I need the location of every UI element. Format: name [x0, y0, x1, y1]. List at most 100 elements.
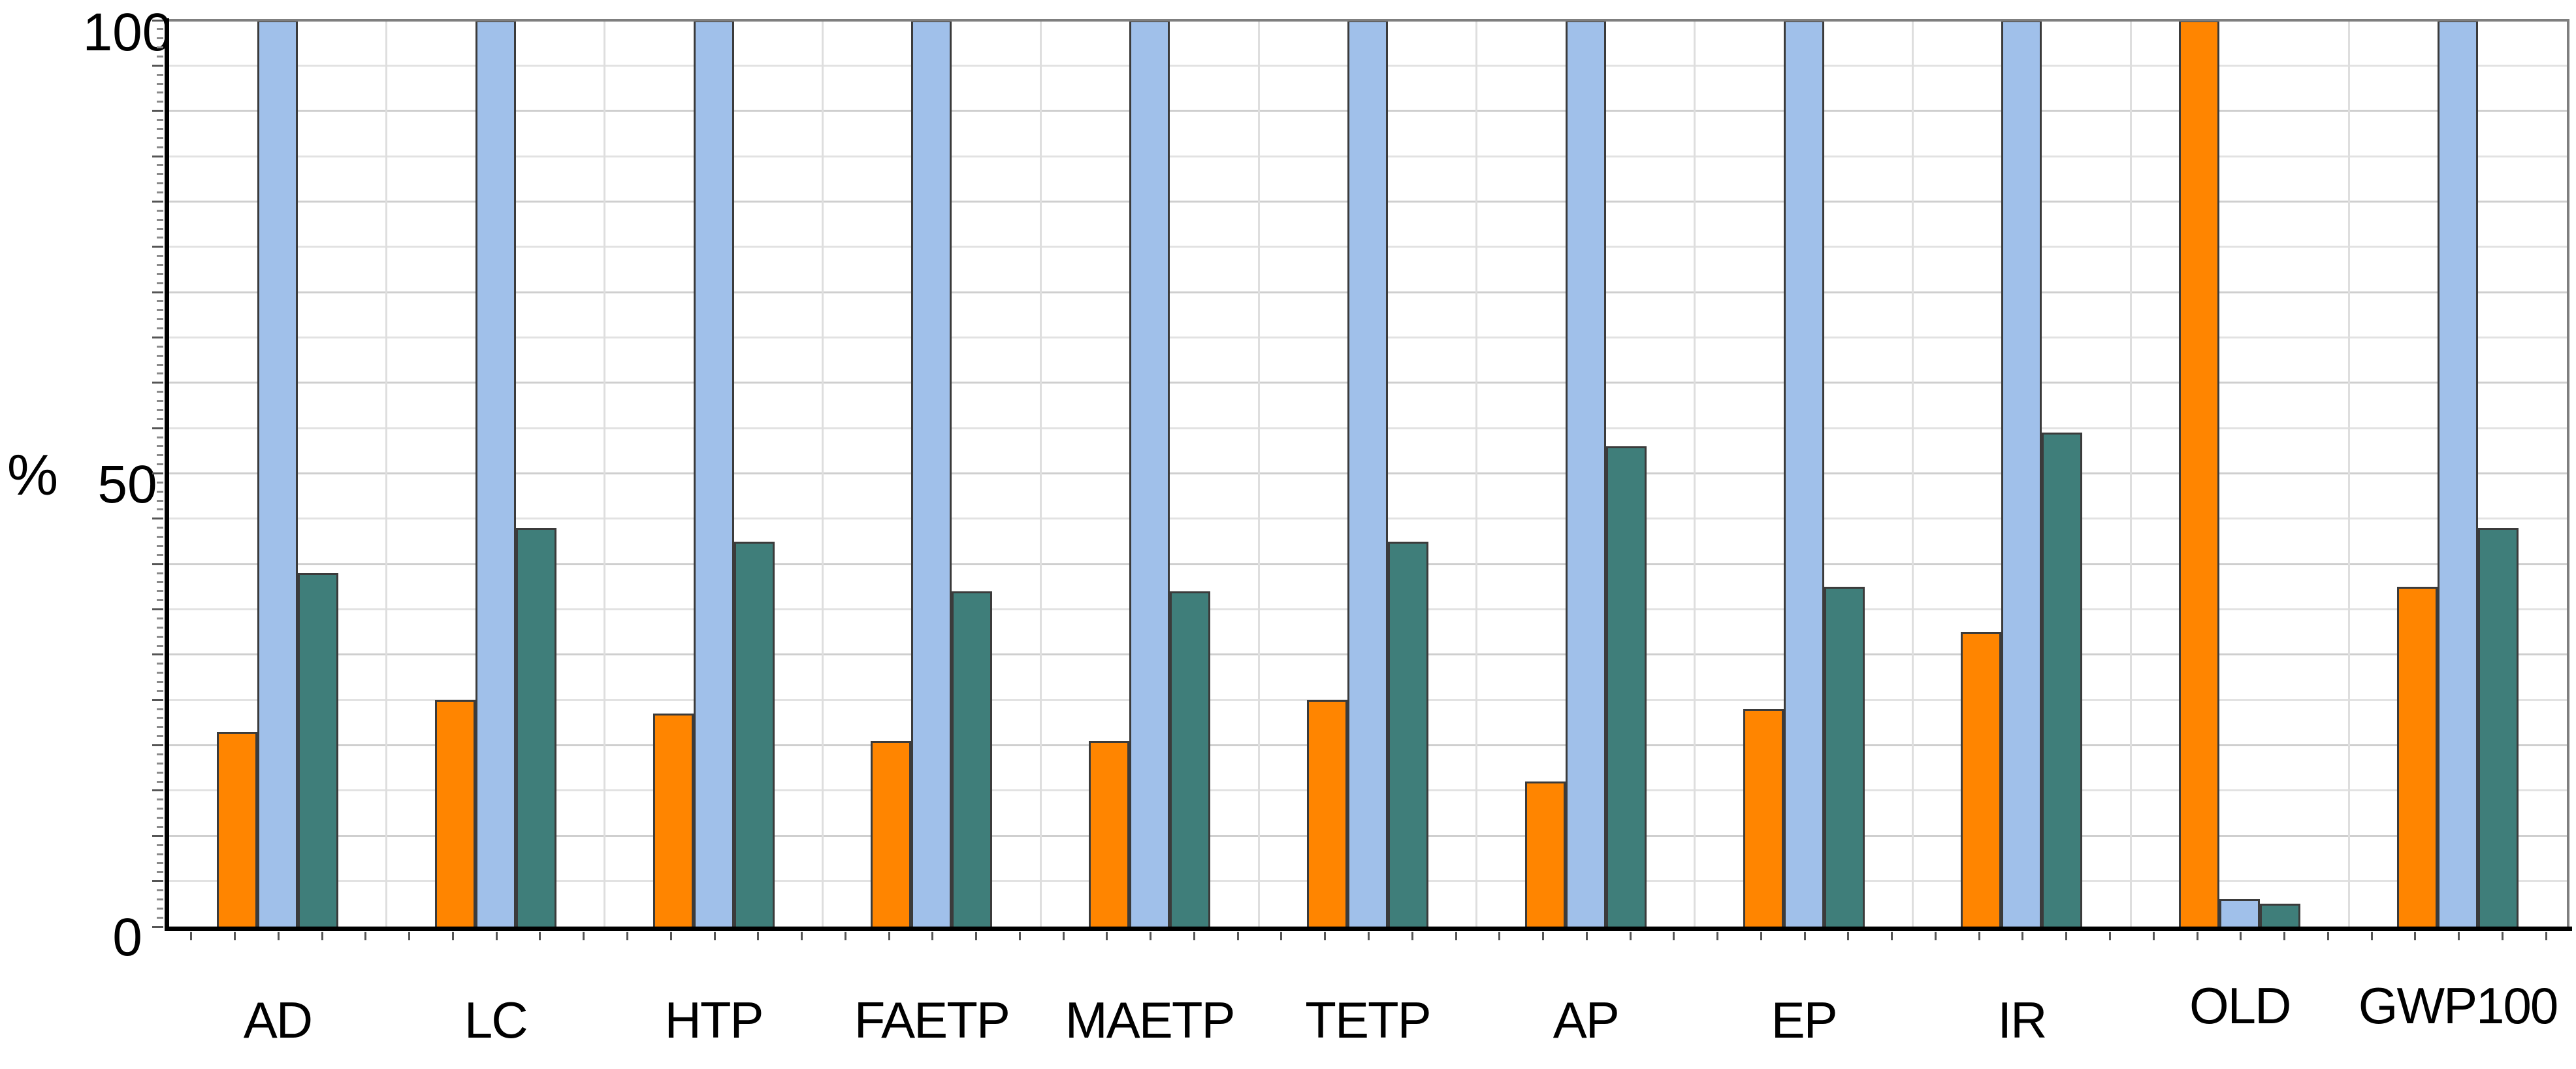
y-tick [157, 127, 163, 130]
bar-teal-GWP100 [2478, 527, 2519, 927]
x-tick [669, 932, 672, 940]
y-tick [157, 798, 163, 801]
category-separator [1912, 20, 1914, 927]
y-tick [152, 653, 163, 656]
y-tick [157, 599, 163, 602]
x-tick [1934, 932, 1937, 940]
bar-teal-OLD [2260, 904, 2301, 927]
bar-group-AP [1477, 20, 1695, 927]
y-tick [157, 853, 163, 855]
y-tick [152, 382, 163, 384]
x-tick [1673, 932, 1675, 940]
bar-group-MAETP [1040, 20, 1259, 927]
x-tick [888, 932, 890, 940]
x-tick [713, 932, 716, 940]
y-tick [157, 762, 163, 765]
y-tick [157, 681, 163, 683]
y-tick [152, 155, 163, 157]
bar-light-blue-TETP [1347, 20, 1388, 927]
bar-orange-HTP [652, 714, 694, 927]
x-tick [1803, 932, 1806, 940]
x-tick [495, 932, 498, 940]
x-label-AD: AD [243, 991, 313, 1049]
x-tick [2414, 932, 2417, 940]
y-tick [157, 191, 163, 194]
y-tick-label-50: 50 [97, 455, 157, 514]
bar-light-blue-IR [2001, 20, 2042, 927]
x-label-TETP: TETP [1305, 991, 1431, 1049]
x-tick [277, 932, 280, 940]
y-tick [157, 418, 163, 420]
y-tick [157, 209, 163, 212]
y-tick [152, 744, 163, 747]
y-tick [152, 880, 163, 883]
y-tick [157, 626, 163, 629]
y-tick [152, 110, 163, 112]
y-tick [157, 363, 163, 366]
bar-teal-AD [297, 573, 338, 927]
y-tick [157, 263, 163, 266]
y-tick [152, 608, 163, 611]
y-tick [157, 889, 163, 892]
x-tick [1455, 932, 1457, 940]
y-tick [157, 82, 163, 85]
x-tick [1106, 932, 1108, 940]
x-tick [2501, 932, 2504, 940]
y-tick [152, 834, 163, 837]
bar-teal-EP [1824, 586, 1865, 927]
bar-group-AD [169, 20, 387, 927]
bar-orange-IR [1961, 632, 2002, 927]
bar-light-blue-AD [257, 20, 298, 927]
y-tick [157, 282, 163, 284]
bar-orange-MAETP [1089, 740, 1130, 927]
bar-groups [169, 20, 2567, 927]
x-tick [2545, 932, 2547, 940]
category-separator [821, 20, 824, 927]
bar-orange-EP [1743, 709, 1784, 927]
x-tick [2152, 932, 2155, 940]
y-tick [157, 644, 163, 647]
x-tick [1411, 932, 1413, 940]
y-tick [157, 137, 163, 139]
x-tick [364, 932, 367, 940]
y-tick [157, 536, 163, 538]
y-tick [157, 817, 163, 819]
x-label-HTP: HTP [664, 991, 764, 1049]
y-tick [157, 327, 163, 330]
y-tick [157, 454, 163, 457]
plot-frame-top [167, 19, 2569, 22]
category-separator [1039, 20, 1042, 927]
y-tick [157, 55, 163, 58]
x-label-MAETP: MAETP [1065, 991, 1236, 1049]
bar-light-blue-MAETP [1129, 20, 1170, 927]
x-tick [1498, 932, 1501, 940]
x-tick [2240, 932, 2242, 940]
y-tick [157, 780, 163, 783]
y-tick [157, 481, 163, 484]
y-tick [157, 37, 163, 40]
x-label-EP: EP [1771, 991, 1838, 1049]
category-separator [2347, 20, 2350, 927]
y-tick [157, 499, 163, 502]
bar-teal-IR [2042, 433, 2083, 927]
y-tick [157, 717, 163, 719]
y-tick [157, 726, 163, 729]
bar-orange-OLD [2179, 20, 2220, 927]
y-tick [157, 617, 163, 619]
y-tick [152, 699, 163, 701]
y-tick [157, 490, 163, 493]
y-tick [157, 708, 163, 710]
y-tick [157, 753, 163, 755]
bar-light-blue-EP [1783, 20, 1824, 927]
y-tick [157, 825, 163, 828]
bar-group-FAETP [822, 20, 1040, 927]
y-tick [157, 28, 163, 31]
y-tick [152, 472, 163, 474]
x-tick [1368, 932, 1370, 940]
y-tick-label-100: 100 [82, 3, 172, 62]
x-tick [2458, 932, 2460, 940]
category-separator [1257, 20, 1260, 927]
y-tick [152, 246, 163, 248]
y-tick [157, 463, 163, 466]
